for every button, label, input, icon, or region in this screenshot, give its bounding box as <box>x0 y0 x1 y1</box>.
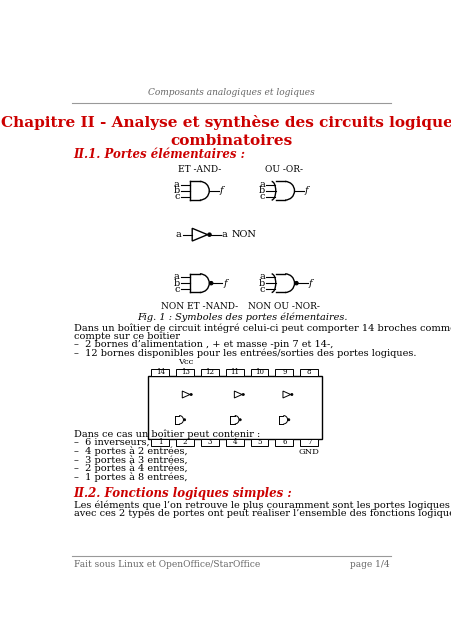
Text: f: f <box>308 278 311 287</box>
Text: page 1/4: page 1/4 <box>350 561 389 570</box>
Text: a: a <box>221 230 227 239</box>
Text: Les éléments que l’on retrouve le plus couramment sont les portes logiques NAND : Les éléments que l’on retrouve le plus c… <box>74 500 451 510</box>
Text: 9: 9 <box>281 368 286 376</box>
Text: NON OU -NOR-: NON OU -NOR- <box>247 303 319 312</box>
Text: Dans un boîtier de circuit intégré celui-ci peut comporter 14 broches comme celu: Dans un boîtier de circuit intégré celui… <box>74 323 451 333</box>
Text: 4: 4 <box>232 438 236 446</box>
Bar <box>226 369 243 376</box>
Bar <box>299 438 318 445</box>
Bar <box>201 369 218 376</box>
Text: GND: GND <box>298 448 319 456</box>
Text: 2: 2 <box>183 438 187 446</box>
Text: a: a <box>174 273 179 282</box>
Text: a: a <box>175 230 181 239</box>
Text: Composants analogiques et logiques: Composants analogiques et logiques <box>148 88 314 97</box>
Text: Vcc: Vcc <box>178 358 193 366</box>
Bar <box>226 438 243 445</box>
Text: –  1 portes à 8 entrées,: – 1 portes à 8 entrées, <box>74 472 187 482</box>
Bar <box>275 438 293 445</box>
Text: NON: NON <box>231 230 256 239</box>
Text: f: f <box>219 186 222 195</box>
Text: 11: 11 <box>230 368 239 376</box>
Text: Fig. 1 : Symboles des portes élémentaires.: Fig. 1 : Symboles des portes élémentaire… <box>137 312 347 322</box>
Text: c: c <box>174 193 179 202</box>
Text: f: f <box>223 278 226 287</box>
Text: Fait sous Linux et OpenOffice/StarOffice: Fait sous Linux et OpenOffice/StarOffice <box>74 561 259 570</box>
Text: b: b <box>173 186 179 195</box>
Bar <box>250 369 268 376</box>
Text: ET -AND-: ET -AND- <box>178 165 221 174</box>
Text: –  2 portes à 4 entrées,: – 2 portes à 4 entrées, <box>74 463 187 473</box>
Text: avec ces 2 types de portes ont peut réaliser l’ensemble des fonctions logiques p: avec ces 2 types de portes ont peut réal… <box>74 509 451 518</box>
Text: Dans ce cas un boîtier peut contenir :: Dans ce cas un boîtier peut contenir : <box>74 429 259 439</box>
Circle shape <box>209 282 212 285</box>
Text: OU -OR-: OU -OR- <box>264 165 302 174</box>
Text: –  12 bornes disponibles pour les entrées/sorties des portes logiques.: – 12 bornes disponibles pour les entrées… <box>74 349 415 358</box>
Text: –  3 portes à 3 entrées,: – 3 portes à 3 entrées, <box>74 455 187 465</box>
Text: –  6 inverseurs,: – 6 inverseurs, <box>74 438 149 447</box>
Text: 1: 1 <box>158 438 162 446</box>
Text: c: c <box>259 193 264 202</box>
Bar <box>250 438 268 445</box>
Bar <box>299 369 318 376</box>
Circle shape <box>294 282 298 285</box>
Bar <box>201 438 218 445</box>
Text: 14: 14 <box>156 368 165 376</box>
Text: –  2 bornes d’alimentation , + et masse -pin 7 et 14-,: – 2 bornes d’alimentation , + et masse -… <box>74 340 332 349</box>
Text: compte sur ce boîtier: compte sur ce boîtier <box>74 332 179 341</box>
Text: Chapitre II - Analyse et synthèse des circuits logiques
combinatoires: Chapitre II - Analyse et synthèse des ci… <box>1 115 451 148</box>
Text: –  4 portes à 2 entrées,: – 4 portes à 2 entrées, <box>74 447 187 456</box>
Text: b: b <box>258 186 264 195</box>
Text: 5: 5 <box>257 438 261 446</box>
Text: 13: 13 <box>180 368 189 376</box>
Text: II.2. Fonctions logiques simples :: II.2. Fonctions logiques simples : <box>74 487 292 500</box>
Text: II.1. Portes élémentaires :: II.1. Portes élémentaires : <box>74 148 245 161</box>
Text: 6: 6 <box>281 438 286 446</box>
Text: 10: 10 <box>254 368 263 376</box>
Text: 3: 3 <box>207 438 212 446</box>
Text: 8: 8 <box>306 368 311 376</box>
Text: a: a <box>258 180 264 189</box>
Bar <box>151 438 169 445</box>
Text: NON ET -NAND-: NON ET -NAND- <box>161 303 238 312</box>
Circle shape <box>290 394 292 396</box>
Circle shape <box>287 419 289 421</box>
Circle shape <box>183 419 185 421</box>
Text: b: b <box>173 278 179 287</box>
Text: b: b <box>258 278 264 287</box>
Text: c: c <box>259 285 264 294</box>
Text: c: c <box>174 285 179 294</box>
Circle shape <box>190 394 192 396</box>
Bar <box>151 369 169 376</box>
Text: a: a <box>258 273 264 282</box>
Bar <box>176 438 193 445</box>
Text: 12: 12 <box>205 368 214 376</box>
Bar <box>147 376 321 438</box>
Circle shape <box>207 233 211 236</box>
Circle shape <box>242 394 244 396</box>
Bar <box>176 369 193 376</box>
Circle shape <box>239 419 241 421</box>
Bar <box>275 369 293 376</box>
Text: f: f <box>304 186 308 195</box>
Text: 7: 7 <box>306 438 311 446</box>
Text: a: a <box>174 180 179 189</box>
